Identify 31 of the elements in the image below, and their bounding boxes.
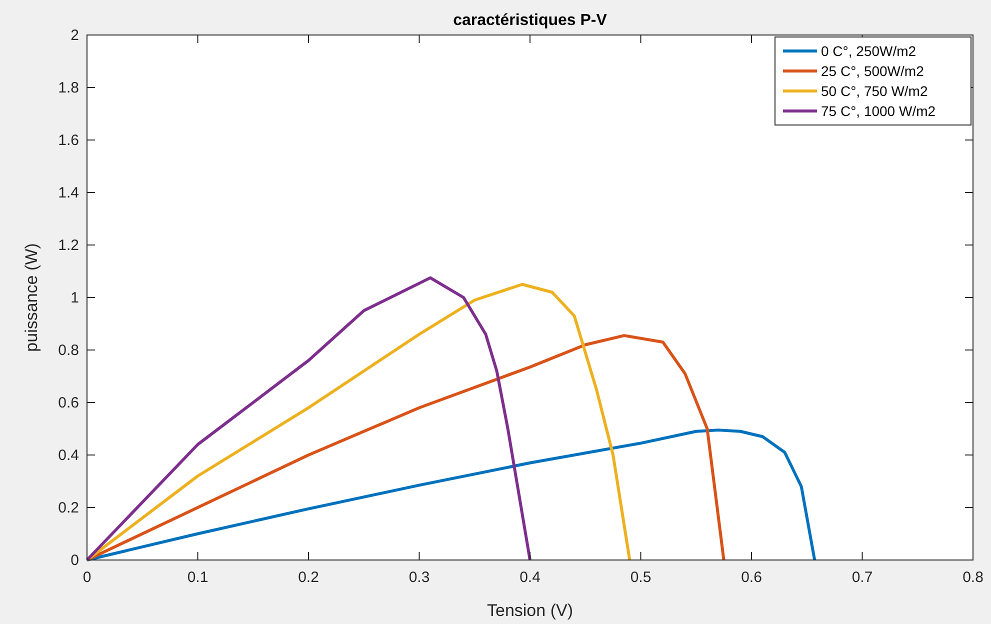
y-tick-label: 1 [70,290,79,306]
x-tick-label: 0.5 [630,569,652,586]
y-axis-title: puissance (W) [22,243,41,352]
x-tick-label: 0.4 [520,569,540,586]
legend-label: 0 C°, 250W/m2 [821,43,916,59]
y-tick-label: 1.8 [58,80,79,96]
y-tick-label: 1.4 [58,184,79,202]
y-tick-label: 0 [70,552,79,569]
y-tick-label: 0.6 [58,394,79,412]
legend-label: 75 C°, 1000 W/m2 [821,103,936,119]
x-tick-label: 0 [82,569,92,586]
line-series [86,428,816,562]
legend-label: 50 C°, 750 W/m2 [821,83,928,99]
x-tick-label: 0.2 [298,569,319,586]
y-tick-label: 1.2 [58,237,79,254]
x-tick-label: 0.7 [852,569,873,586]
x-axis-title: Tension (V) [487,601,573,620]
line-series [86,276,532,562]
line-series [86,282,632,562]
x-tick-label: 0.3 [408,569,430,586]
x-tick-label: 0.8 [962,569,984,586]
y-tick-label: 0.2 [58,500,79,516]
y-tick-label: 0.4 [58,447,79,464]
y-tick-label: 2 [70,27,79,44]
x-tick-label: 0.1 [187,569,208,586]
line-series [86,334,726,562]
x-tick-label: 0.6 [741,569,762,586]
y-tick-label: 0.8 [58,342,79,359]
chart-title: caractéristiques P-V [453,12,608,29]
y-tick-label: 1.6 [58,132,79,149]
legend-label: 25 C°, 500W/m2 [821,63,924,79]
